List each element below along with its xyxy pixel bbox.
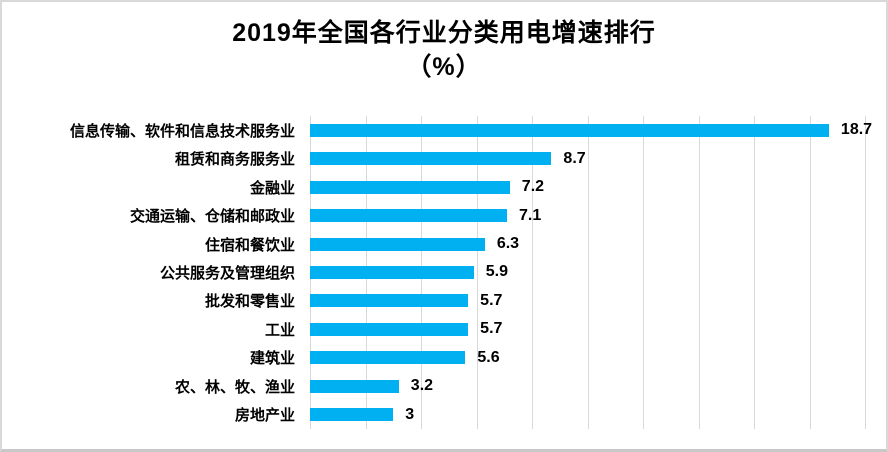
gridline [809,116,811,429]
category-label: 农、林、牧、渔业 [174,378,295,396]
bar [310,152,552,166]
gridline [587,116,589,429]
plot-area: 18.7 8.7 7.2 7.1 6.3 5.9 5.7 5.7 5.6 3.2 3 [310,116,872,429]
gridline [476,116,478,429]
value-label: 5.9 [485,263,508,281]
value-label: 5.7 [480,320,503,338]
bar [310,408,394,422]
value-label: 3.2 [410,377,434,395]
bar [310,180,510,194]
category-label: 交通运输、仓储和邮政业 [129,208,295,226]
gridline [865,116,866,429]
bar-row: 18.7 [310,116,872,144]
category-label: 房地产业 [234,407,295,425]
bar [310,379,399,393]
value-label: 18.7 [840,121,873,139]
bar-row: 6.3 [310,230,865,258]
value-label: 5.7 [480,291,503,309]
bar-row: 5.6 [310,344,865,372]
category-label: 公共服务及管理组织 [159,264,295,282]
category-label: 工业 [264,321,295,339]
bar [310,294,469,308]
bar [310,123,829,137]
value-label: 7.1 [519,206,542,224]
chart-title-line2: （%） [406,53,482,81]
category-label: 批发和零售业 [204,293,295,311]
value-label: 8.7 [563,149,586,167]
gridline [754,116,755,429]
category-label: 住宿和餐饮业 [204,236,295,254]
chart-title: 2019年全国各行业分类用电增速排行 （%） [2,16,886,84]
category-label: 租赁和商务服务业 [174,151,295,169]
bar [310,351,466,365]
bar [310,265,474,279]
bar-row: 5.7 [310,287,865,315]
gridline [698,116,700,429]
value-label: 3 [405,405,415,423]
bar-row: 5.9 [310,258,865,286]
value-label: 7.2 [521,178,545,196]
category-label: 金融业 [249,179,295,197]
bar [310,237,485,251]
bar-series: 18.7 8.7 7.2 7.1 6.3 5.9 5.7 5.7 5.6 3.2 3 [310,116,872,429]
chart-title-line1: 2019年全国各行业分类用电增速排行 [232,19,656,47]
category-axis: 信息传输、软件和信息技术服务业租赁和商务服务业金融业交通运输、仓储和邮政业住宿和… [2,116,303,429]
category-label: 信息传输、软件和信息技术服务业 [69,122,295,140]
category-label: 建筑业 [249,350,295,368]
bar-row: 7.2 [310,173,865,201]
gridline [643,116,644,429]
value-label: 6.3 [496,235,520,253]
bar [310,322,469,336]
bar-row: 7.1 [310,201,865,229]
bar-row: 3.2 [310,372,865,400]
value-label: 5.6 [477,348,500,366]
bar [310,209,508,223]
bar-row: 8.7 [310,144,865,172]
bar-row: 5.7 [310,315,865,343]
bar-row: 3 [310,401,865,429]
gridline [532,116,533,429]
